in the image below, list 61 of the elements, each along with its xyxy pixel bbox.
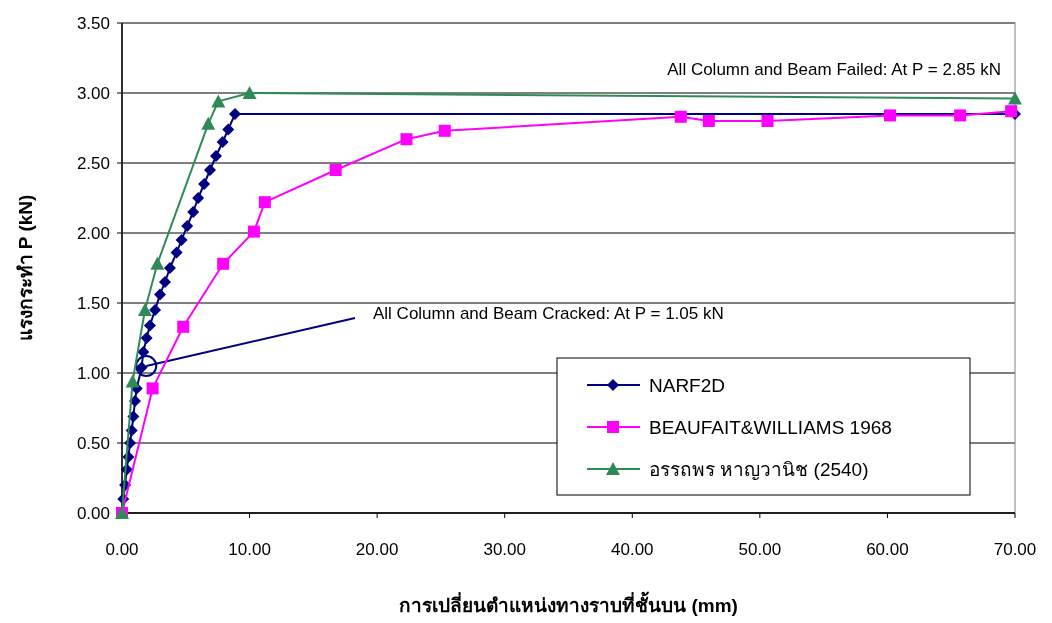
y-axis-title: แรงกระทำ P (kN) — [15, 194, 36, 342]
point — [192, 192, 205, 204]
y-tick-label: 2.50 — [76, 154, 110, 173]
y-tick-label: 0.50 — [76, 434, 110, 453]
point — [143, 319, 156, 332]
point — [137, 346, 150, 358]
point — [150, 256, 165, 270]
point — [154, 288, 167, 301]
point — [211, 94, 226, 108]
point — [438, 124, 451, 137]
y-tick-label: 1.00 — [76, 364, 110, 383]
point — [954, 109, 967, 122]
point — [329, 164, 342, 176]
point — [222, 123, 235, 136]
point — [125, 374, 140, 388]
point — [400, 133, 413, 146]
point — [137, 303, 152, 316]
x-tick-label: 0.00 — [105, 540, 139, 559]
point — [761, 115, 774, 127]
point — [201, 116, 216, 130]
point — [883, 109, 896, 122]
point — [217, 257, 230, 270]
point — [242, 86, 257, 99]
point — [204, 164, 217, 176]
point — [187, 206, 200, 218]
point — [140, 332, 153, 344]
annotation: All Column and Beam Failed: At P = 2.85 kN — [667, 60, 1001, 79]
legend-label: BEAUFAIT&WILLIAMS 1968 — [649, 417, 892, 438]
y-tick-label: 2.00 — [76, 224, 110, 243]
legend-label: NARF2D — [649, 375, 726, 396]
point — [210, 150, 223, 162]
point — [702, 115, 715, 127]
point — [158, 276, 171, 288]
point — [175, 234, 188, 246]
x-axis-title: การเปลี่ยนตำแหน่งทางราบที่ชั้นบน (mm) — [399, 591, 738, 616]
point — [674, 110, 687, 123]
x-tick-label: 30.00 — [483, 540, 526, 559]
point — [216, 136, 229, 148]
y-tick-label: 1.50 — [76, 294, 110, 313]
annotation: All Column and Beam Cracked: At P = 1.05 kN — [373, 304, 724, 323]
y-tick-label: 3.50 — [76, 14, 110, 33]
y-tick-label: 3.00 — [76, 84, 110, 103]
point — [247, 225, 260, 238]
x-tick-label: 40.00 — [611, 540, 654, 559]
point — [146, 382, 159, 395]
x-tick-label: 10.00 — [228, 540, 271, 559]
point — [177, 320, 190, 333]
point — [1008, 91, 1022, 105]
x-tick-label: 20.00 — [355, 540, 399, 559]
point — [181, 220, 194, 232]
legend-label: อรรถพร หาญวานิช (2540) — [649, 459, 869, 481]
point — [149, 304, 162, 316]
point — [198, 178, 211, 190]
x-tick-label: 50.00 — [738, 540, 782, 559]
point — [163, 262, 176, 274]
point — [1005, 105, 1018, 118]
x-tick-label: 70.00 — [993, 540, 1037, 559]
x-tick-label: 60.00 — [866, 540, 909, 559]
point — [258, 196, 271, 209]
y-tick-label: 0.00 — [76, 504, 110, 523]
point — [170, 246, 183, 259]
